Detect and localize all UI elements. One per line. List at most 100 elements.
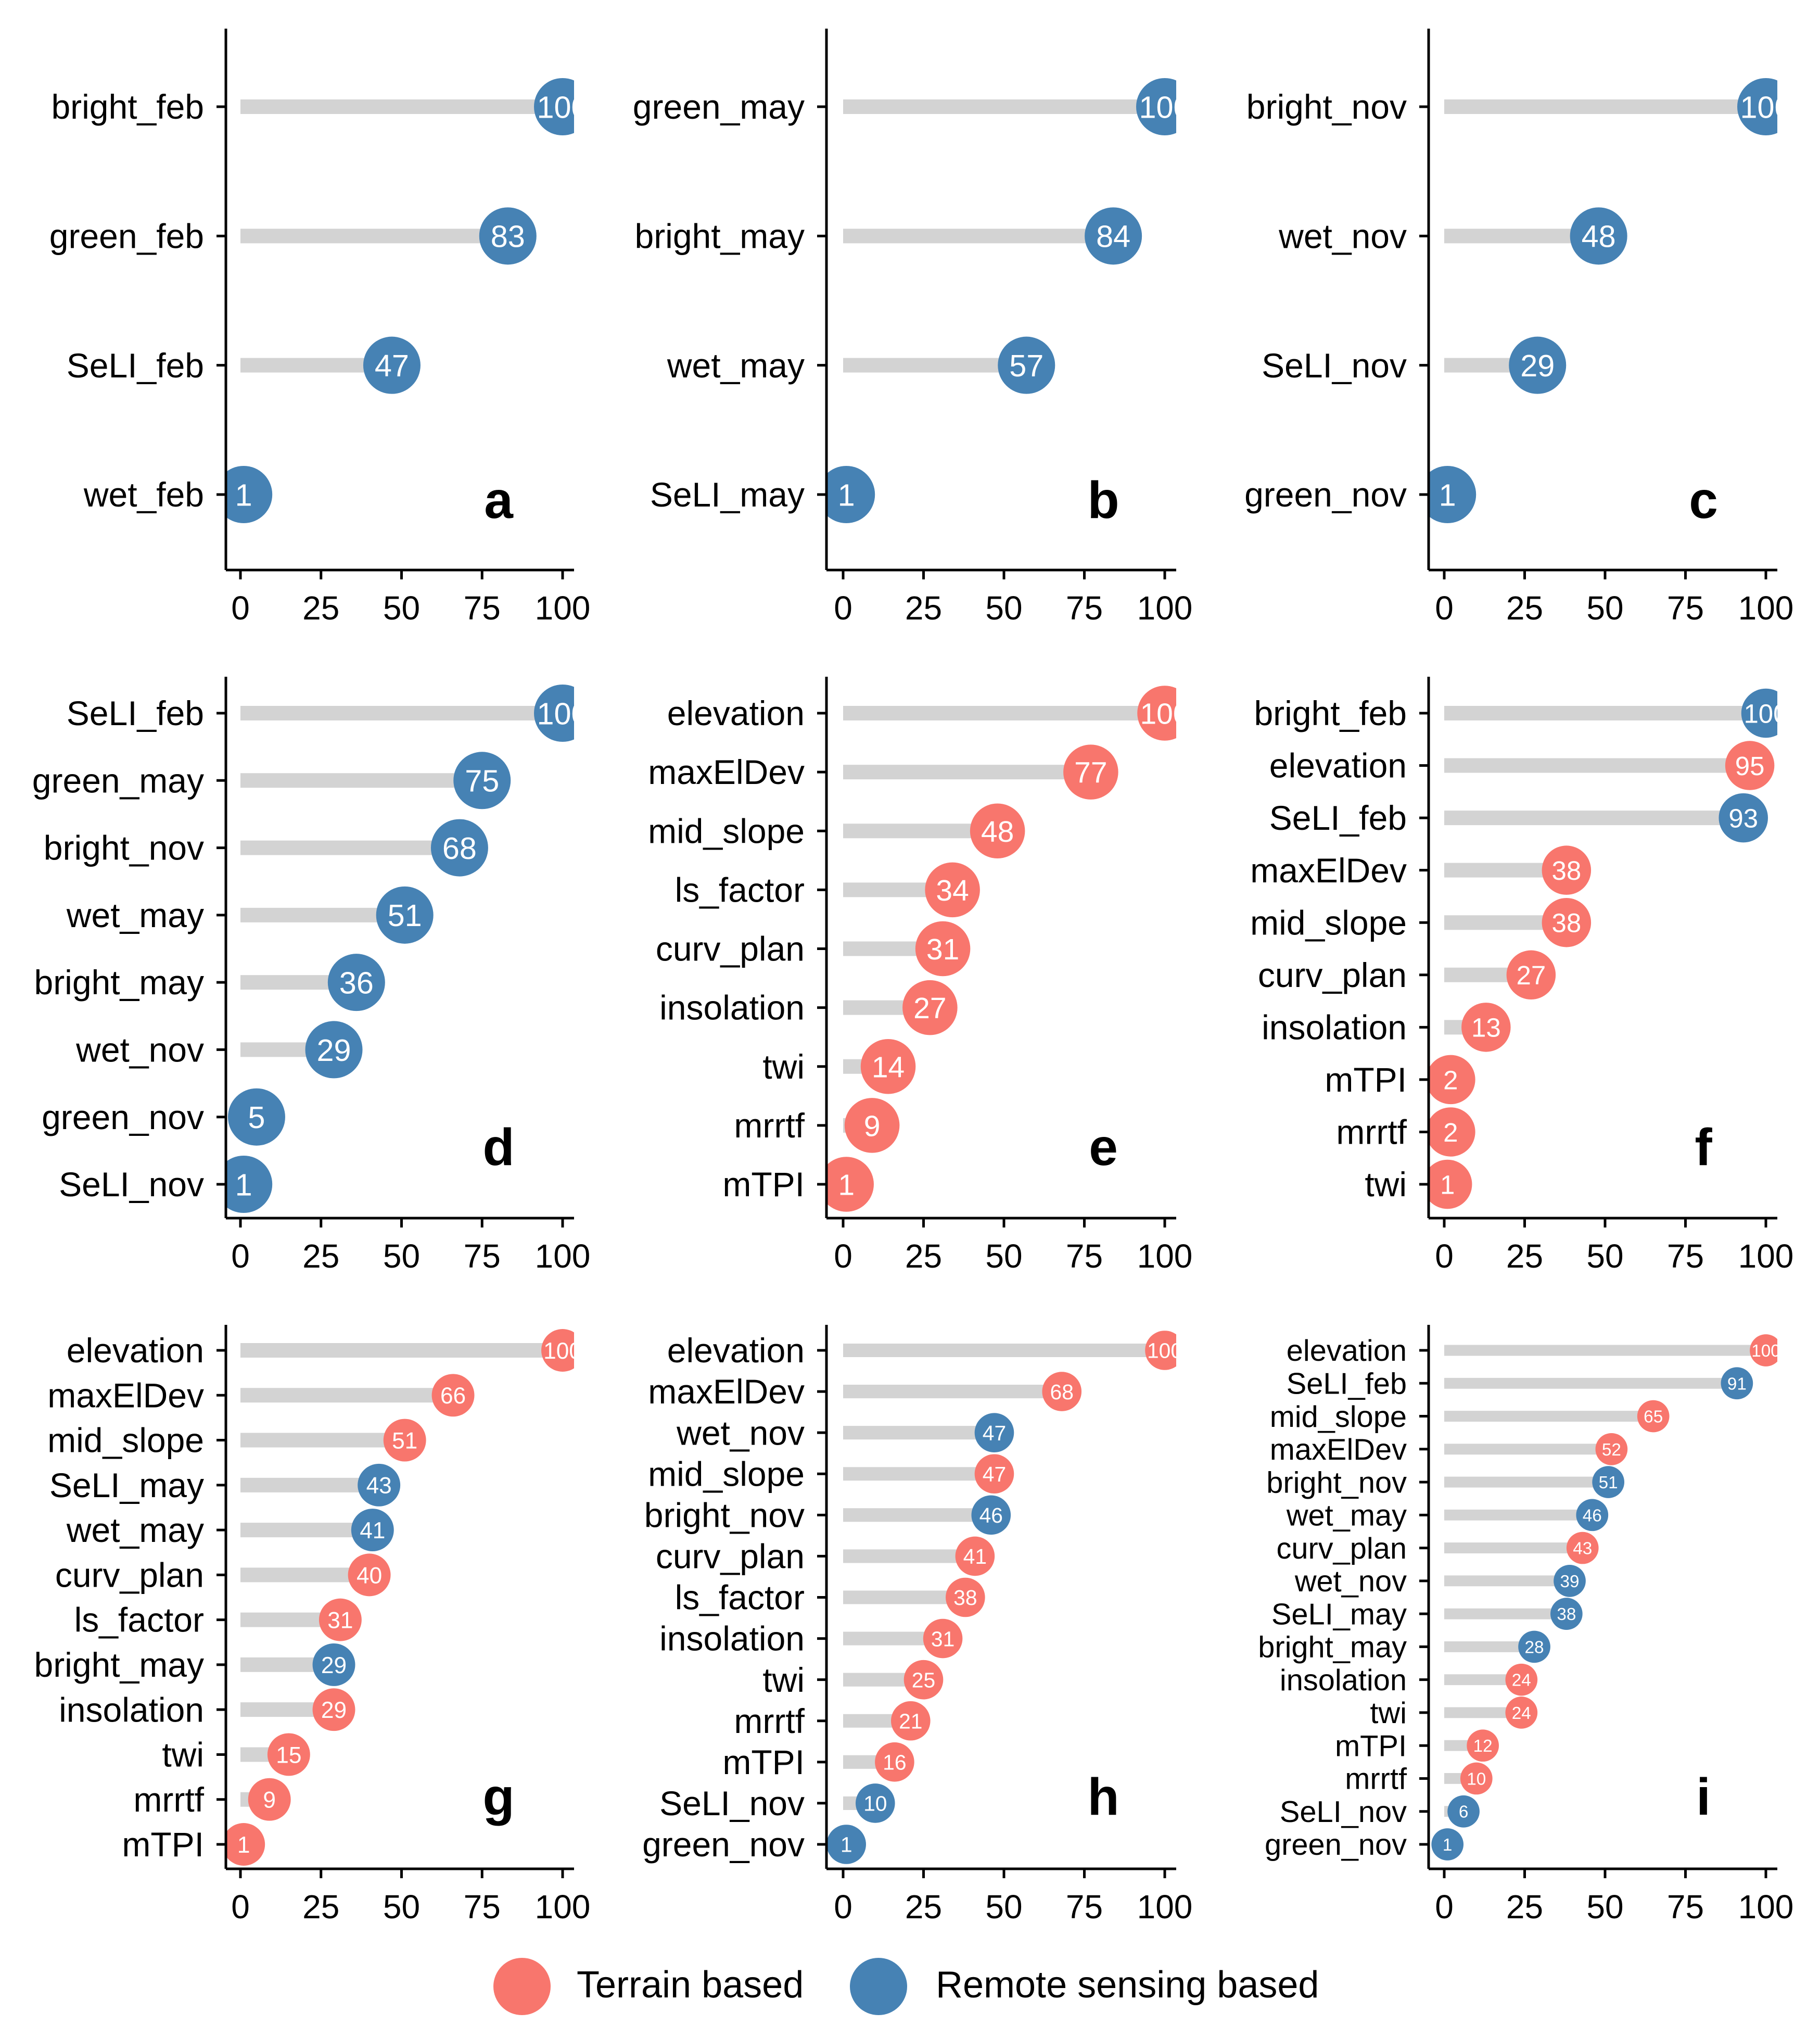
x-tick-label: 75	[1667, 589, 1704, 627]
x-tick-label: 100	[1137, 1888, 1193, 1926]
lollipop-point	[1566, 1532, 1599, 1564]
lollipop-point	[946, 1577, 985, 1617]
data-label: 9	[864, 1109, 881, 1143]
y-tick-label: wet_may	[66, 1511, 204, 1549]
x-tick-label: 50	[985, 1888, 1022, 1926]
x-tick-label: 25	[905, 589, 942, 627]
data-label: 13	[1471, 1013, 1501, 1043]
data-label: 31	[327, 1608, 353, 1634]
y-tick-label: mid_slope	[648, 1454, 805, 1493]
y-tick-label: insolation	[59, 1690, 204, 1729]
data-label: 100	[537, 90, 588, 124]
data-label: 100	[1140, 698, 1189, 731]
x-tick-label: 0	[1435, 1237, 1454, 1275]
data-label: 1	[838, 1169, 855, 1202]
data-label: 24	[1512, 1671, 1531, 1690]
data-label: 1	[838, 477, 855, 512]
y-tick-label: SeLI_nov	[59, 1165, 204, 1204]
y-tick-label: mrrtf	[734, 1106, 805, 1145]
y-tick-label: bright_feb	[51, 87, 204, 126]
lollipop-point	[1431, 1828, 1464, 1861]
data-label: 29	[316, 1033, 351, 1068]
x-tick-label: 50	[383, 589, 420, 627]
x-tick-label: 75	[464, 589, 501, 627]
panel-g: elevation maxElDev mid_slope SeLI_may wet_ma…	[34, 1325, 591, 1926]
y-tick-label: bright_nov	[1246, 87, 1407, 126]
lollipop-point	[1063, 744, 1118, 800]
x-tick-label: 100	[535, 1888, 591, 1926]
lollipop-point	[479, 207, 537, 265]
y-tick-label: mTPI	[122, 1825, 204, 1864]
data-label: 24	[1512, 1704, 1531, 1723]
y-tick-label: mrrtf	[1336, 1113, 1407, 1151]
y-tick-label: mTPI	[722, 1165, 805, 1204]
data-label: 51	[392, 1428, 417, 1453]
y-tick-label: wet_may	[1286, 1499, 1407, 1533]
y-tick-label: wet_nov	[676, 1413, 805, 1452]
x-tick-label: 100	[1738, 1237, 1794, 1275]
lollipop-point	[890, 1701, 931, 1741]
x-tick-label: 75	[464, 1237, 501, 1275]
lollipop-point	[998, 336, 1055, 394]
x-tick-label: 50	[1586, 1237, 1623, 1275]
y-tick-label: twi	[162, 1736, 204, 1774]
y-tick-label: twi	[1365, 1165, 1407, 1204]
lollipop-point	[915, 921, 971, 977]
y-tick-label: SeLI_may	[1271, 1598, 1407, 1631]
y-tick-label: wet_nov	[75, 1031, 204, 1069]
lollipop-point	[1721, 1367, 1753, 1400]
lollipop-point	[1429, 1107, 1475, 1157]
lollipop-point	[305, 1021, 363, 1079]
data-label: 1	[235, 477, 252, 512]
data-label: 16	[883, 1751, 906, 1775]
lollipop-point	[1719, 793, 1768, 843]
lollipop-point	[534, 685, 574, 742]
data-label: 31	[926, 933, 959, 966]
y-tick-label: elevation	[667, 694, 805, 732]
y-tick-label: SeLI_feb	[67, 694, 204, 732]
plot-area: 100 68 47 47 46 41 38 31 25 21 16 10 1	[826, 1331, 1176, 1864]
lollipop-point	[1506, 950, 1556, 1000]
panels: bright_febgreen_febSeLI_febwet_feb100834…	[32, 29, 1794, 1926]
lollipop-point	[1737, 78, 1777, 135]
lollipop-point	[1461, 1003, 1511, 1052]
x-tick-label: 75	[1066, 1237, 1103, 1275]
y-tick-label: wet_nov	[1278, 217, 1407, 255]
x-tick-label: 50	[1586, 589, 1623, 627]
legend-remote-label: Remote sensing based	[936, 1964, 1319, 2006]
data-label: 84	[1096, 219, 1130, 254]
panel-i: elevationSeLI_febmid_slopemaxElDevbright…	[1258, 1325, 1793, 1926]
panel-letter: b	[1087, 471, 1119, 529]
y-tick-label: insolation	[659, 1619, 805, 1658]
lollipop-point	[1725, 741, 1775, 790]
data-label: 12	[1473, 1737, 1493, 1756]
y-tick-label: green_nov	[1265, 1828, 1407, 1862]
lollipop-point	[974, 1454, 1014, 1494]
x-tick-label: 75	[1066, 589, 1103, 627]
lollipop-point	[1447, 1795, 1480, 1828]
data-label: 1	[1440, 1170, 1455, 1199]
data-label: 46	[1583, 1506, 1602, 1525]
x-tick-label: 25	[302, 589, 339, 627]
x-tick-label: 25	[1506, 1888, 1543, 1926]
y-tick-label: mid_slope	[648, 812, 805, 850]
lollipop-point	[955, 1536, 995, 1576]
y-tick-label: curv_plan	[55, 1555, 204, 1594]
data-label: 10	[863, 1792, 887, 1816]
y-tick-label: green_nov	[1244, 475, 1407, 514]
data-label: 1	[235, 1167, 252, 1202]
data-label: 1	[237, 1832, 250, 1858]
lollipop-point	[875, 1742, 914, 1782]
data-label: 51	[1599, 1473, 1618, 1492]
y-tick-label: twi	[1370, 1697, 1407, 1730]
y-tick-label: green_nov	[642, 1825, 805, 1864]
lollipop-point	[923, 1618, 963, 1659]
data-label: 48	[981, 815, 1014, 849]
x-tick-label: 0	[1435, 1888, 1454, 1926]
x-tick-label: 0	[834, 1888, 852, 1926]
lollipop-point	[1595, 1433, 1628, 1465]
y-tick-label: insolation	[659, 989, 805, 1027]
data-label: 100	[1743, 699, 1788, 728]
x-tick-label: 0	[231, 589, 250, 627]
